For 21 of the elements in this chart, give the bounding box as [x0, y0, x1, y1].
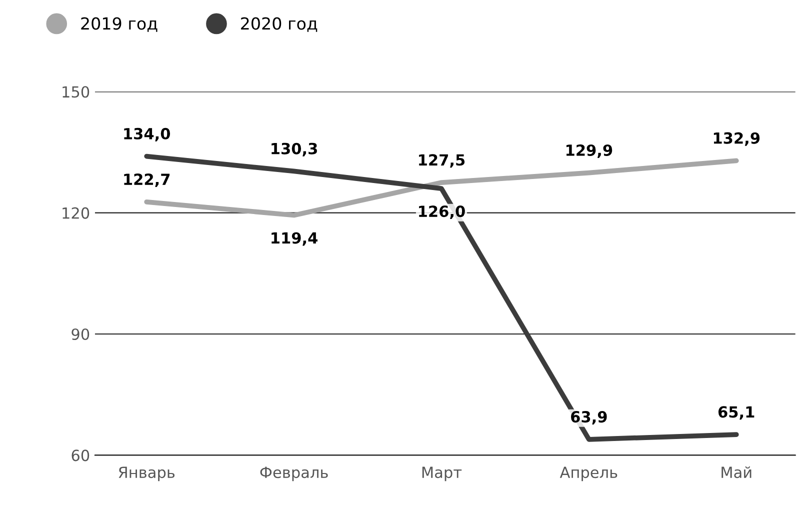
y-tick-label: 150 — [62, 86, 90, 98]
data-label: 126,0 — [419, 206, 465, 220]
data-label: 65,1 — [718, 406, 754, 420]
data-label: 127,5 — [419, 154, 465, 168]
legend-label: 2020 год — [241, 17, 318, 32]
data-label: 119,4 — [272, 232, 318, 246]
x-tick-label: Март — [422, 466, 462, 482]
x-tick-label: Май — [722, 466, 752, 478]
x-tick-label: Апрель — [560, 466, 618, 482]
y-tick-label: 60 — [72, 450, 90, 462]
y-tick-label: 120 — [62, 207, 90, 219]
data-label: 134,0 — [124, 128, 170, 142]
x-tick-label: Январь — [118, 466, 175, 482]
data-label: 130,3 — [272, 142, 317, 156]
x-tick-label: Февраль — [260, 466, 328, 482]
data-label: 129,9 — [566, 144, 612, 158]
legend-label: 2019 год — [81, 17, 158, 32]
data-label: 63,9 — [571, 411, 607, 425]
data-label: 132,9 — [714, 132, 760, 146]
data-label: 122,7 — [124, 174, 170, 188]
y-tick-label: 90 — [72, 328, 90, 340]
